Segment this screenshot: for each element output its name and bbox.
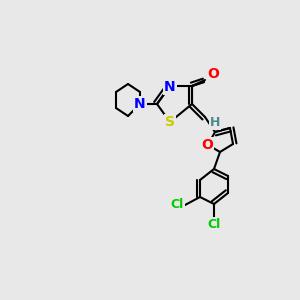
Text: Cl: Cl <box>207 218 220 232</box>
Text: S: S <box>165 115 175 129</box>
Text: N: N <box>164 80 176 94</box>
Text: N: N <box>134 97 146 111</box>
Text: O: O <box>201 138 213 152</box>
Text: O: O <box>207 67 219 81</box>
Text: Cl: Cl <box>170 199 184 212</box>
Text: H: H <box>210 116 220 128</box>
